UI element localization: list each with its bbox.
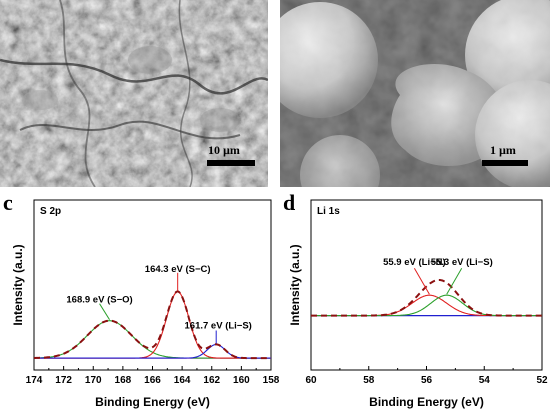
x-tick-label: 52 xyxy=(536,375,548,386)
x-tick-label: 168 xyxy=(115,375,132,386)
x-tick-label: 56 xyxy=(421,375,433,386)
x-tick-label: 172 xyxy=(55,375,72,386)
x-tick-label: 166 xyxy=(144,375,161,386)
x-axis-label: Binding Energy (eV) xyxy=(369,395,484,409)
x-tick-label: 170 xyxy=(85,375,102,386)
panel-letter-c: c xyxy=(3,190,13,215)
x-tick-label: 54 xyxy=(479,375,491,386)
peak-fit-2 xyxy=(34,343,271,359)
peak-label-1: 164.3 eV (S−C) xyxy=(145,264,211,275)
xps-chart-d: Li 1s 60 58 56 54 52 Binding Energy (eV) Intens… xyxy=(288,199,548,409)
plot-frame xyxy=(310,199,543,371)
x-tick-label: 162 xyxy=(203,375,220,386)
plot-frame xyxy=(33,199,272,371)
scale-bar-label-a: 10 µm xyxy=(208,143,240,157)
x-tick-label: 58 xyxy=(363,375,375,386)
peak-fit-0 xyxy=(311,294,542,317)
x-tick-label: 160 xyxy=(233,375,250,386)
chart-title: S 2p xyxy=(40,206,61,217)
xps-chart-c: S 2p 174 172 170 168 166 164 162 160 158 Binding E… xyxy=(11,199,280,409)
series-envelope xyxy=(311,279,542,317)
scale-bar-a xyxy=(207,160,255,166)
x-axis-label: Binding Energy (eV) xyxy=(95,395,210,409)
scale-bar-label-b: 1 µm xyxy=(490,143,516,157)
series-envelope xyxy=(34,290,271,360)
x-tick-label: 164 xyxy=(174,375,191,386)
peak-fit-0 xyxy=(34,320,271,359)
peak-fit-1 xyxy=(34,291,271,359)
peak-leader-1 xyxy=(446,267,463,295)
peak-label-0: 55.9 eV (Li−N) xyxy=(383,257,446,268)
peak-label-0: 168.9 eV (S−O) xyxy=(66,295,132,306)
chart-title: Li 1s xyxy=(317,206,340,217)
x-tick-label: 174 xyxy=(26,375,43,386)
peak-label-2: 161.7 eV (Li−S) xyxy=(185,321,252,332)
y-axis-label: Intensity (a.u.) xyxy=(288,244,302,325)
peak-leader-0 xyxy=(413,267,430,295)
scale-bar-b xyxy=(482,160,528,166)
x-tick-label: 158 xyxy=(263,375,280,386)
sem-image-b: 1 µm xyxy=(280,0,550,187)
sem-image-a: 10 µm xyxy=(0,0,268,187)
sem-texture-a xyxy=(0,0,268,187)
peak-label-1: 55.3 eV (Li−S) xyxy=(431,257,493,268)
y-axis-label: Intensity (a.u.) xyxy=(11,244,25,325)
panel-letter-d: d xyxy=(283,190,296,215)
peak-fit-1 xyxy=(311,294,542,317)
sem-texture-b xyxy=(280,0,550,187)
peak-leader-0 xyxy=(99,303,110,320)
x-tick-label: 60 xyxy=(305,375,317,386)
